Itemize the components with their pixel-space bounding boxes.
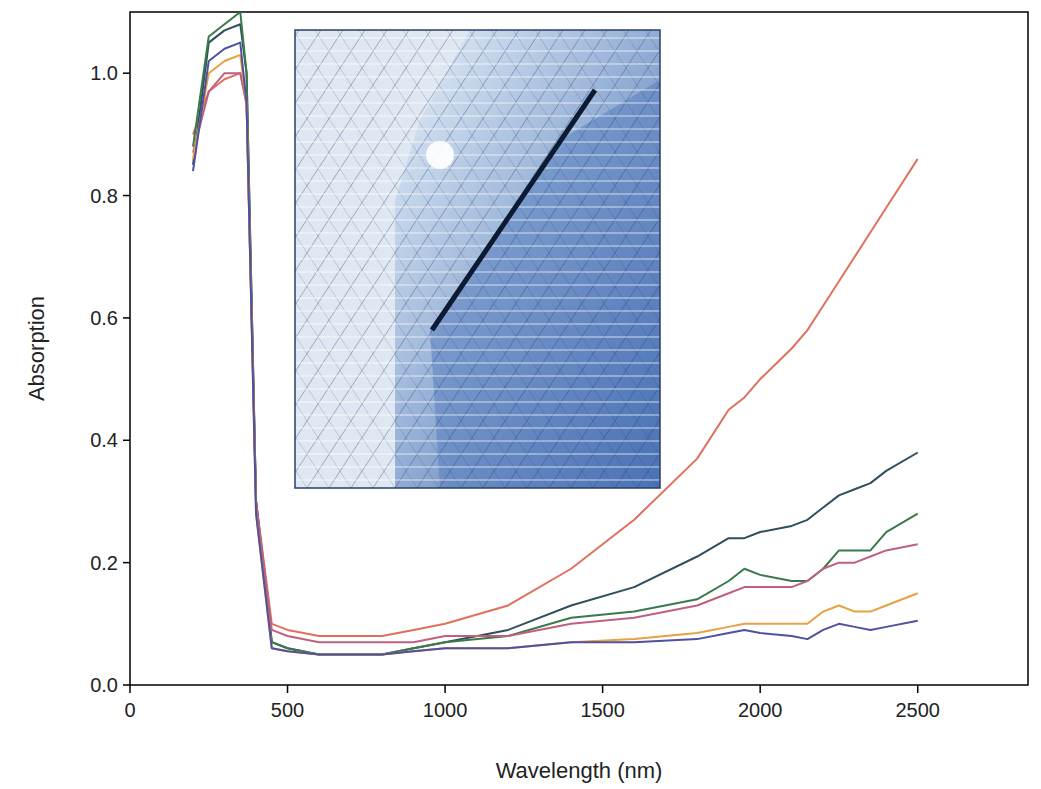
inset-stripe bbox=[295, 271, 660, 272]
plot-frame bbox=[130, 12, 1028, 685]
inset-stripe bbox=[295, 102, 660, 103]
x-tick bbox=[917, 685, 919, 693]
inset-stripe bbox=[295, 362, 660, 363]
inset-stripe bbox=[295, 180, 660, 181]
chart: 0.0 0.2 0.4 0.6 0.8 1.0 0 500 1000 1500 2000 2500 Wa… bbox=[0, 0, 1041, 789]
inset-stripe bbox=[295, 141, 660, 142]
inset-sun bbox=[426, 141, 454, 169]
x-tick bbox=[759, 685, 761, 693]
inset-stripe bbox=[295, 466, 660, 467]
y-tick bbox=[123, 195, 130, 197]
x-tick-label: 2000 bbox=[738, 699, 783, 721]
y-tick bbox=[123, 562, 130, 564]
x-tick-label: 500 bbox=[271, 699, 304, 721]
y-tick-label: 0.2 bbox=[90, 552, 118, 574]
y-tick bbox=[123, 72, 130, 74]
x-tick-label: 1000 bbox=[423, 699, 468, 721]
x-axis-title: Wavelength (nm) bbox=[496, 758, 663, 783]
inset-stripe bbox=[295, 336, 660, 337]
y-tick bbox=[123, 684, 130, 686]
inset-stripe bbox=[295, 297, 660, 298]
inset-stripe bbox=[295, 37, 660, 38]
x-tick-label: 1500 bbox=[580, 699, 625, 721]
inset-stripe bbox=[295, 388, 660, 389]
series-group bbox=[193, 12, 918, 654]
inset-stripe bbox=[295, 440, 660, 441]
inset-photo bbox=[295, 30, 660, 488]
x-tick bbox=[602, 685, 604, 693]
inset-stripe bbox=[295, 154, 660, 155]
inset-stripe bbox=[295, 50, 660, 51]
x-tick bbox=[129, 685, 131, 693]
x-tick-label: 0 bbox=[124, 699, 135, 721]
y-tick bbox=[123, 317, 130, 319]
inset-stripe bbox=[295, 479, 660, 480]
inset-stripe bbox=[295, 245, 660, 246]
inset-stripe bbox=[295, 414, 660, 415]
inset-stripe bbox=[295, 115, 660, 116]
inset-stripe bbox=[295, 232, 660, 233]
inset-stripe bbox=[295, 349, 660, 350]
series-line bbox=[193, 24, 918, 654]
inset-stripe bbox=[295, 453, 660, 454]
inset-beam bbox=[432, 90, 595, 330]
inset-stripe bbox=[295, 206, 660, 207]
y-tick-label: 1.0 bbox=[90, 62, 118, 84]
inset-stripe bbox=[295, 375, 660, 376]
y-tick bbox=[123, 440, 130, 442]
inset-stripe bbox=[295, 427, 660, 428]
x-tick bbox=[287, 685, 289, 693]
y-tick-label: 0.6 bbox=[90, 307, 118, 329]
inset-stripe bbox=[295, 193, 660, 194]
inset-stripe bbox=[295, 89, 660, 90]
inset-stripe bbox=[295, 76, 660, 77]
inset-stripe bbox=[295, 310, 660, 311]
inset-stripe bbox=[295, 284, 660, 285]
series-line bbox=[193, 12, 918, 654]
y-tick-label: 0.0 bbox=[90, 674, 118, 696]
inset-stripe bbox=[295, 63, 660, 64]
x-tick-label: 2500 bbox=[895, 699, 940, 721]
inset-border bbox=[295, 30, 660, 488]
x-tick bbox=[444, 685, 446, 693]
inset-stripe bbox=[295, 219, 660, 220]
y-tick-label: 0.4 bbox=[90, 429, 118, 451]
y-tick-label: 0.8 bbox=[90, 185, 118, 207]
inset-stripe bbox=[295, 323, 660, 324]
y-axis-title: Absorption bbox=[24, 296, 49, 401]
inset-stripe bbox=[295, 401, 660, 402]
inset-stripe bbox=[295, 167, 660, 168]
inset-stripe bbox=[295, 128, 660, 129]
